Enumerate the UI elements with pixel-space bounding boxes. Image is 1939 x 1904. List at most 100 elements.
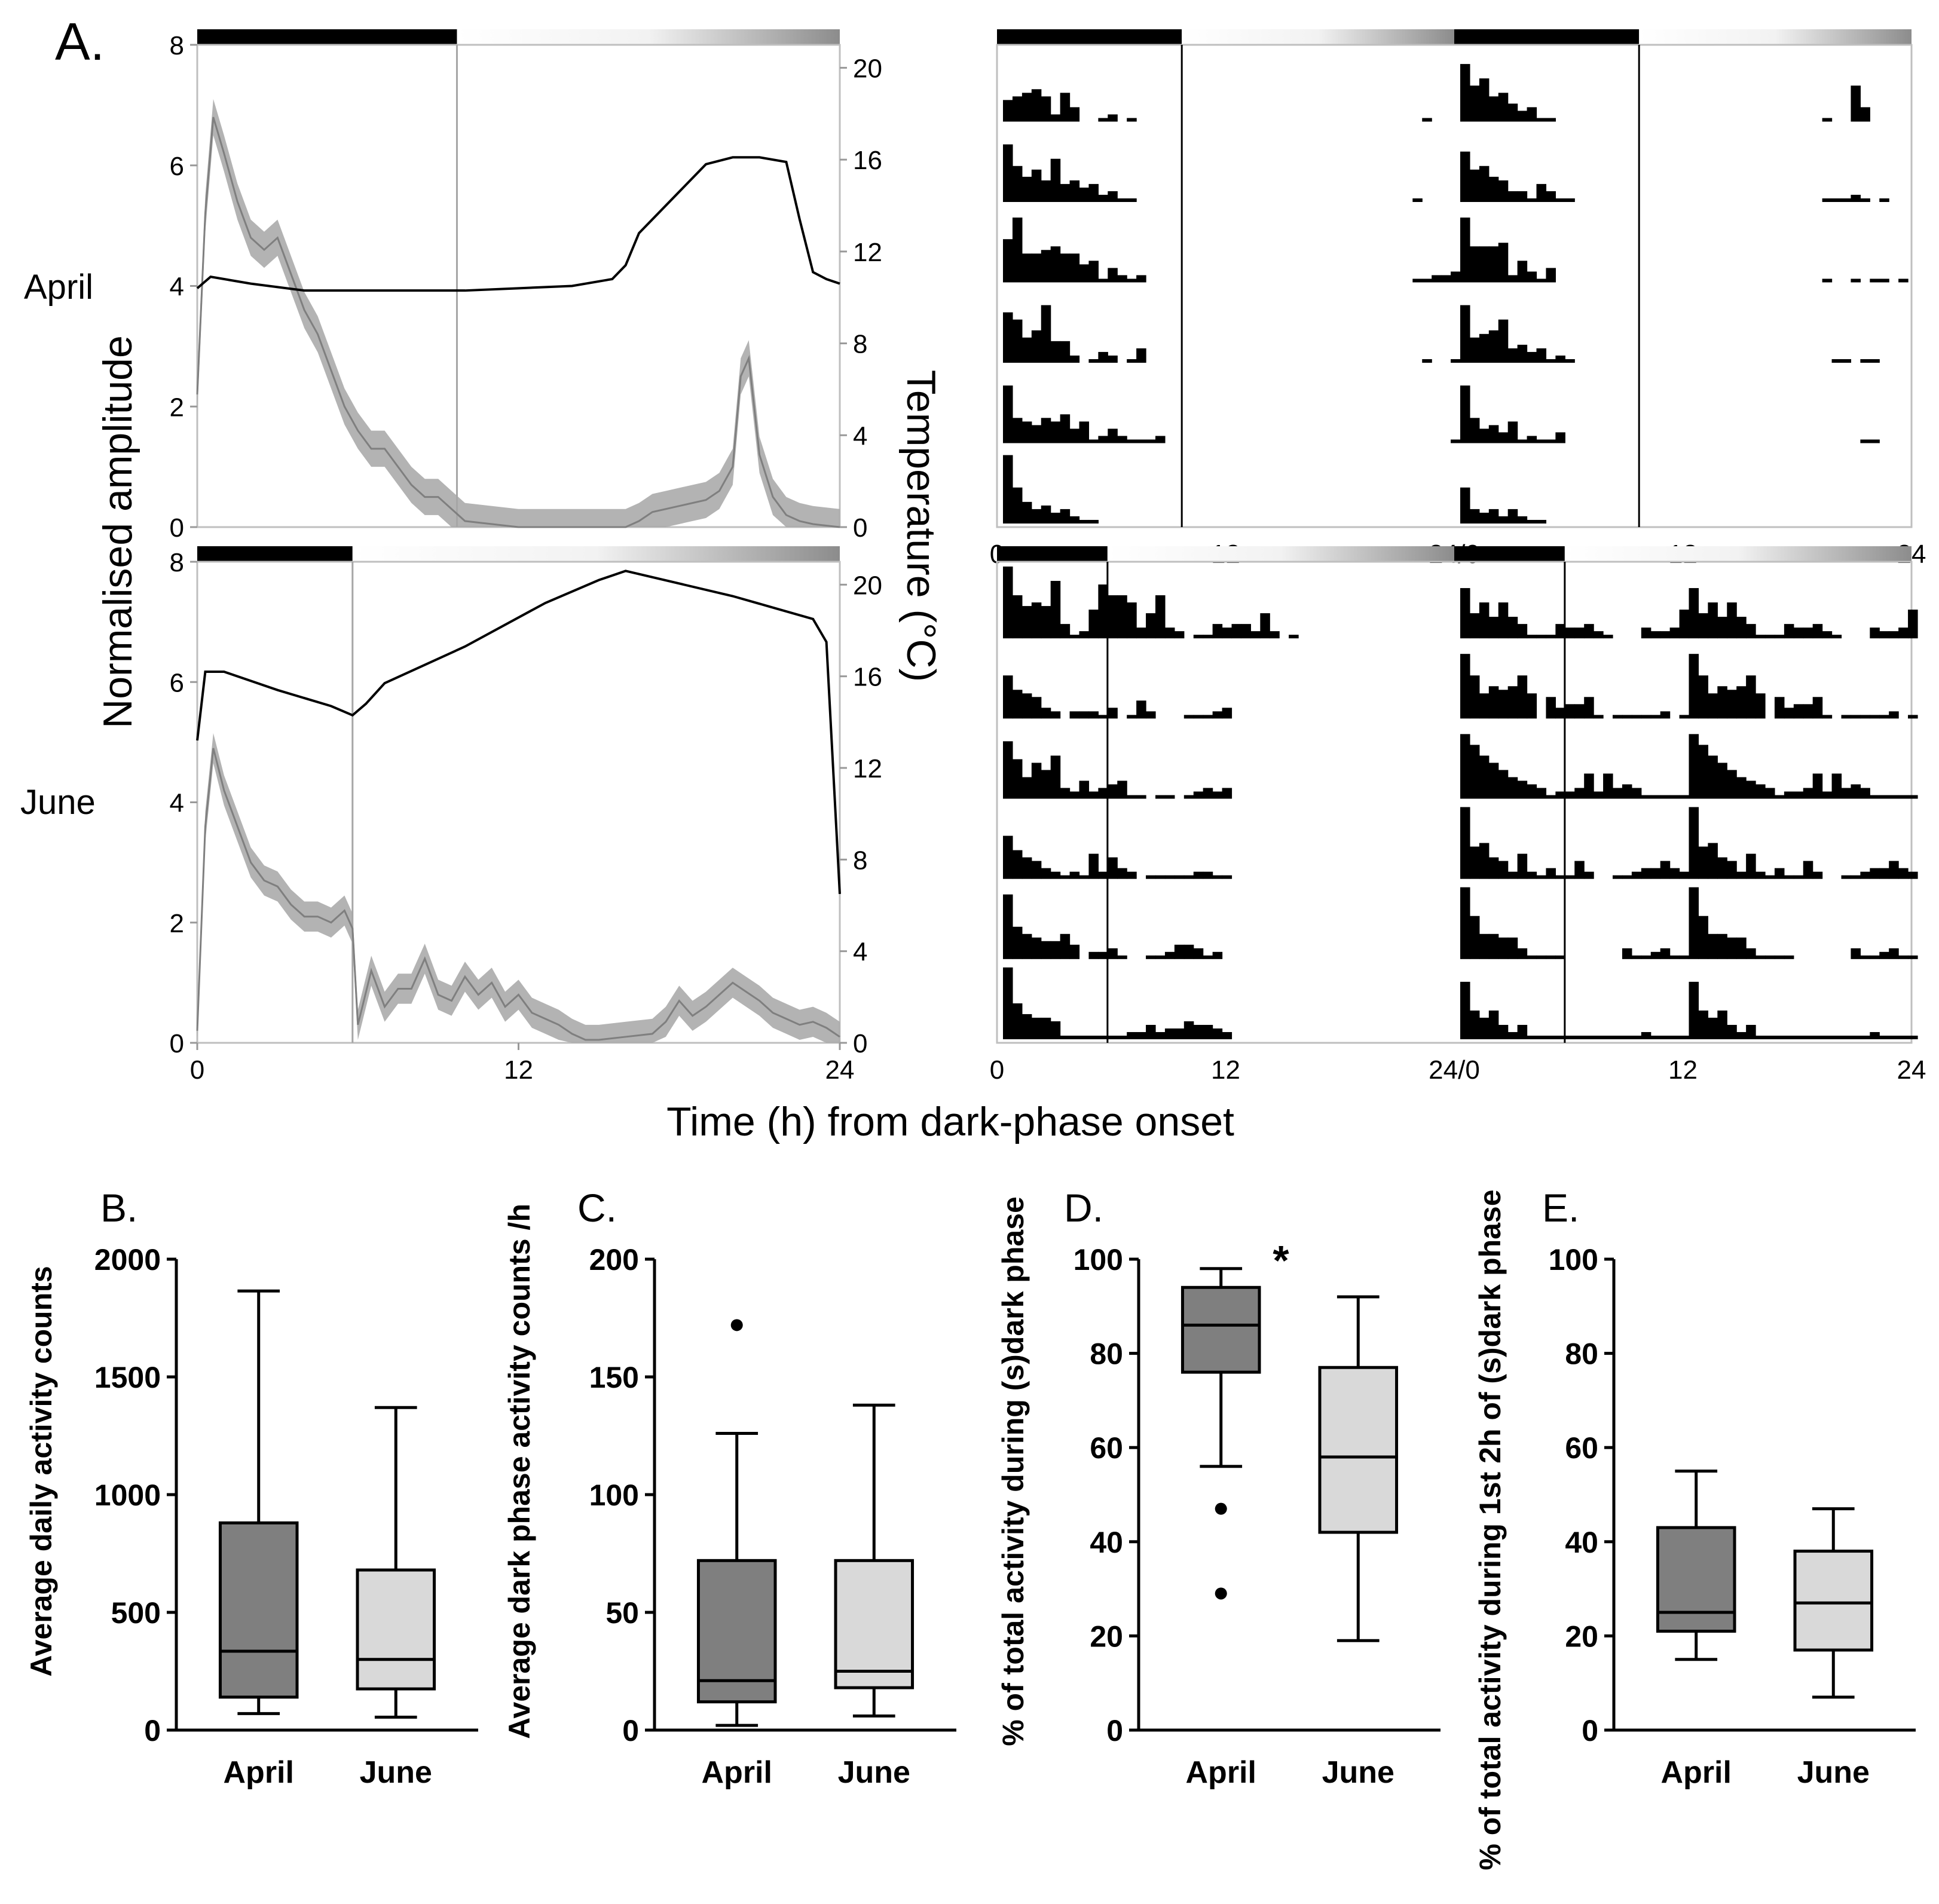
acto-april-activity-bin [1451, 271, 1461, 283]
acto-june-activity-bin [1088, 853, 1099, 879]
acto-june-activity-bin [1127, 602, 1137, 639]
acto-june-activity-bin [1088, 1035, 1099, 1039]
acto-june-activity-bin [1565, 1035, 1575, 1039]
acto-june-activity-bin [1774, 795, 1785, 799]
acto-june-activity-bin [1546, 868, 1556, 879]
y2-axis-label-temperature: Temperature (°C) [898, 370, 944, 682]
acto-april-activity-bin [1060, 253, 1071, 283]
acto-june-activity-bin [1574, 861, 1585, 879]
acto-june-activity-bin [1164, 875, 1175, 879]
acto-june-activity-bin [1498, 770, 1509, 799]
acto-june-activity-bin [1660, 861, 1671, 879]
acto-june-activity-bin [1631, 788, 1642, 799]
acto-april-activity-bin [1488, 425, 1499, 443]
acto-june-activity-bin [1565, 791, 1575, 799]
acto-june-activity-bin [1689, 588, 1699, 639]
acto-april-dark-bar-1 [997, 29, 1182, 45]
acto-june-activity-bin [1108, 1035, 1118, 1039]
acto-june-activity-bin [1650, 868, 1661, 879]
acto-april-activity-bin [1117, 198, 1127, 202]
acto-june-activity-bin [1212, 624, 1223, 639]
acto-june-activity-bin [1003, 567, 1013, 639]
acto-june-activity-bin [1031, 697, 1042, 719]
d-outlier [1215, 1502, 1227, 1515]
acto-june-activity-bin [1050, 755, 1061, 799]
acto-april-activity-bin [1546, 118, 1556, 122]
acto-april-activity-bin [1841, 359, 1852, 363]
acto-april-activity-bin [1136, 275, 1146, 283]
acto-april-activity-bin [1155, 436, 1166, 443]
panel-label-c: C. [577, 1186, 617, 1230]
e-box-april [1656, 1526, 1736, 1633]
acto-april-activity-bin [1146, 439, 1156, 443]
acto-june-activity-bin [1708, 755, 1718, 799]
acto-april-activity-bin [1460, 305, 1470, 363]
acto-june-activity-bin [1012, 1003, 1023, 1039]
c-box-june [834, 1559, 915, 1689]
acto-april-activity-bin [1098, 278, 1108, 283]
acto-june-activity-bin [1546, 955, 1556, 959]
a-april-ytick-label: 6 [170, 152, 184, 181]
acto-june-activity-bin [1222, 1031, 1232, 1039]
acto-june-activity-bin [1108, 948, 1118, 959]
acto-april-activity-bin [1498, 432, 1509, 443]
acto-june-activity-bin [1631, 955, 1642, 959]
acto-june-activity-bin [1146, 875, 1156, 879]
acto-xtick-label: 24/0 [1429, 1055, 1480, 1085]
y-axis-label-b: Average daily activity counts [25, 1266, 58, 1676]
acto-june-activity-bin [1746, 948, 1756, 959]
acto-april-activity-bin [1003, 455, 1013, 524]
acto-june-activity-bin [1717, 763, 1727, 799]
acto-june-activity-bin [1708, 693, 1718, 719]
acto-june-activity-bin [1174, 631, 1185, 639]
acto-june-activity-bin [1498, 690, 1509, 719]
acto-june-activity-bin [1812, 871, 1823, 879]
acto-june-activity-bin [1469, 846, 1480, 879]
acto-june-activity-bin [1708, 933, 1718, 959]
acto-april-activity-bin [1479, 246, 1490, 283]
acto-april-activity-bin [1831, 359, 1842, 363]
acto-april-activity-bin [1507, 275, 1518, 283]
acto-june-activity-bin [1689, 981, 1699, 1039]
acto-june-activity-bin [1622, 715, 1632, 719]
acto-june-activity-bin [1488, 686, 1499, 719]
acto-june-activity-bin [1698, 846, 1708, 879]
acto-april-activity-bin [1136, 439, 1146, 443]
acto-april-activity-bin [1451, 439, 1461, 443]
acto-april-activity-bin [1031, 425, 1042, 443]
acto-april-activity-bin [1079, 264, 1090, 283]
acto-june-activity-bin [1517, 780, 1528, 799]
e-ytick-label: 100 [1549, 1243, 1598, 1277]
acto-april-activity-bin [1822, 198, 1833, 202]
panel-label-a: A. [55, 12, 105, 71]
acto-june-activity-bin [1136, 1031, 1146, 1039]
d-box-april [1180, 1285, 1261, 1374]
acto-june-activity-bin [1679, 871, 1690, 879]
acto-june-activity-bin [1069, 635, 1080, 639]
acto-june-activity-bin [1898, 795, 1909, 799]
acto-april-activity-bin [1479, 78, 1490, 122]
acto-june-activity-bin [1841, 788, 1852, 799]
acto-june-activity-bin [1164, 627, 1175, 639]
acto-june-activity-bin [1203, 715, 1213, 719]
acto-april-activity-bin [1460, 487, 1470, 524]
acto-june-activity-bin [1174, 1028, 1185, 1039]
acto-june-activity-bin [1527, 693, 1537, 719]
acto-june-activity-bin [1565, 704, 1575, 719]
acto-april-activity-bin [1879, 278, 1889, 283]
acto-april-activity-bin [1870, 439, 1880, 443]
acto-april-activity-bin [1012, 418, 1023, 443]
acto-april-activity-bin [1527, 271, 1537, 283]
acto-april-activity-bin [1098, 436, 1108, 443]
acto-june-activity-bin [1660, 1035, 1671, 1039]
acto-april-activity-bin [1469, 85, 1480, 122]
acto-april-activity-bin [1108, 191, 1118, 202]
acto-june-activity-bin [1717, 857, 1727, 879]
acto-june-activity-bin [1050, 581, 1061, 639]
acto-june-activity-bin [1679, 1035, 1690, 1039]
acto-april-activity-bin [1108, 428, 1118, 443]
acto-june-activity-bin [1098, 715, 1108, 719]
acto-june-activity-bin [1050, 1021, 1061, 1039]
acto-june-activity-bin [1584, 871, 1594, 879]
